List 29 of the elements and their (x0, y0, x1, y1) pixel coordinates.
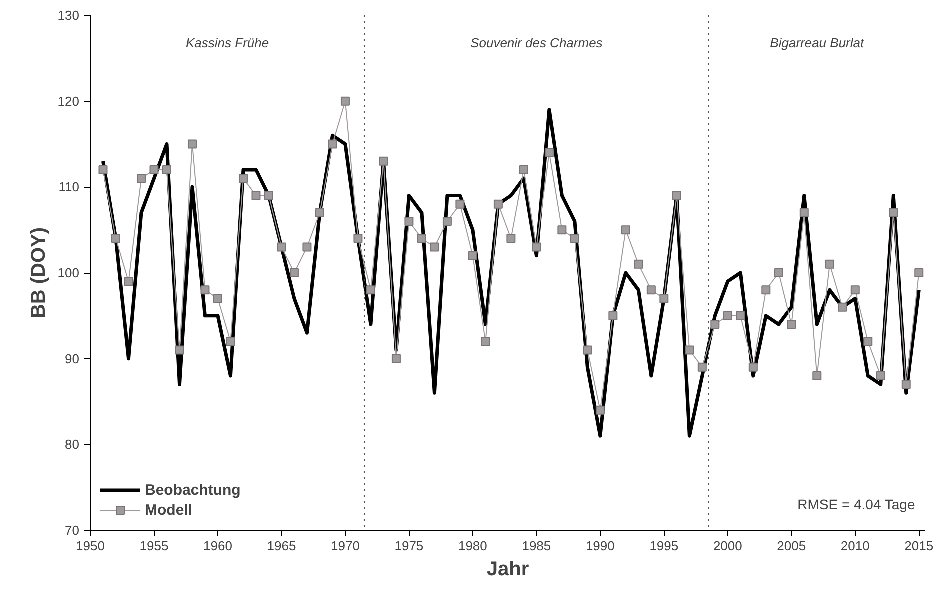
x-tick-label: 1960 (204, 538, 232, 554)
y-tick-label: 70 (65, 523, 80, 538)
legend-label: Modell (145, 502, 192, 518)
annotation: Kassins Frühe (186, 36, 270, 50)
y-tick-label: 80 (65, 437, 80, 452)
x-tick-label: 1975 (394, 538, 424, 554)
x-tick-label: 1980 (458, 538, 488, 554)
x-tick-label: 2000 (713, 538, 742, 554)
x-tick-label: 1950 (76, 538, 105, 554)
x-axis-title: Jahr (486, 558, 530, 580)
x-tick-label: 1990 (586, 538, 615, 554)
y-tick-label: 130 (58, 8, 80, 23)
annotation: Bigarreau Burlat (770, 36, 866, 50)
y-tick-label: 90 (65, 351, 80, 366)
y-axis-title: BB (DOY) (28, 227, 50, 319)
x-tick-label: 1985 (522, 538, 552, 554)
x-tick-label: 2015 (904, 538, 934, 554)
x-tick-label: 1970 (331, 538, 360, 554)
y-tick-label: 110 (58, 180, 80, 195)
annotation: Souvenir des Charmes (470, 36, 604, 50)
x-tick-label: 2010 (840, 538, 870, 554)
x-tick-label: 1995 (650, 538, 679, 554)
legend-label: Beobachtung (145, 482, 241, 498)
y-tick-label: 100 (58, 266, 80, 280)
x-tick-label: 1965 (267, 538, 296, 554)
y-tick-label: 120 (58, 94, 80, 109)
x-tick-label: 1955 (140, 538, 169, 554)
annotation: RMSE = 4.04 Tage (798, 496, 916, 512)
x-tick-label: 2005 (777, 538, 806, 554)
